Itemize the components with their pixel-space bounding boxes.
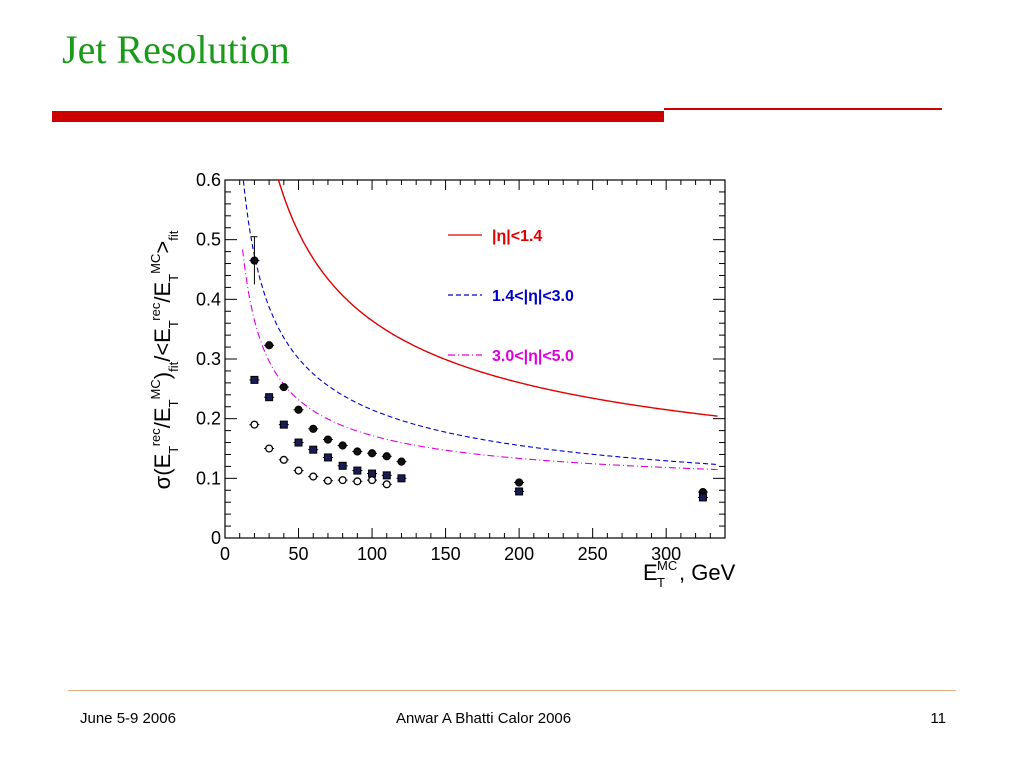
title-underline-bar — [52, 111, 664, 122]
data-point-series-1 — [397, 457, 406, 466]
x-tick-label: 200 — [504, 544, 534, 564]
x-tick-label: 0 — [220, 544, 230, 564]
data-point-series-3 — [250, 420, 259, 429]
data-point-series-2 — [698, 493, 707, 502]
data-point-series-1 — [515, 478, 524, 487]
y-tick-label: 0.1 — [196, 468, 221, 488]
data-point-series-1 — [353, 447, 362, 456]
y-tick-label: 0.4 — [196, 289, 221, 309]
data-point-series-1 — [382, 452, 391, 461]
y-tick-label: 0.5 — [196, 230, 221, 250]
fit-curve-series-1 — [277, 180, 718, 417]
y-tick-label: 0 — [211, 528, 221, 548]
y-tick-label: 0.2 — [196, 409, 221, 429]
data-point-series-3 — [338, 476, 347, 485]
data-point-series-1 — [323, 435, 333, 444]
data-point-series-2 — [338, 461, 347, 470]
legend-label-series-2: 1.4<|η|<3.0 — [492, 288, 574, 305]
data-point-series-2 — [353, 466, 362, 475]
legend-label-series-1: |η|<1.4 — [492, 228, 542, 245]
data-point-series-3 — [323, 476, 332, 485]
y-axis-title: σ(ETrec/ETMC)fit/<ETrec/ETMC>fit — [148, 230, 181, 489]
footer-author: Anwar A Bhatti Calor 2006 — [396, 710, 572, 727]
x-tick-label: 150 — [431, 544, 461, 564]
svg-text:σ(ETrec/ETMC)fit/<ETrec/ETMC>f: σ(ETrec/ETMC)fit/<ETrec/ETMC>fit — [148, 230, 181, 489]
fit-curve-series-3 — [242, 249, 718, 471]
data-point-series-2 — [250, 375, 259, 384]
data-point-series-1 — [367, 449, 377, 458]
y-tick-label: 0.3 — [196, 349, 221, 369]
svg-text:E: E — [643, 560, 658, 585]
title-underline-thin — [664, 108, 942, 110]
svg-text:, GeV: , GeV — [679, 560, 736, 585]
slide-title: Jet Resolution — [62, 27, 290, 72]
data-point-series-1 — [338, 441, 347, 450]
data-point-series-1 — [279, 382, 288, 392]
data-point-series-3 — [294, 466, 303, 475]
footer-page-number: 11 — [930, 710, 946, 727]
x-tick-label: 100 — [357, 544, 387, 564]
data-point-series-3 — [309, 472, 318, 481]
data-point-series-2 — [397, 474, 406, 483]
data-point-series-2 — [309, 445, 318, 454]
legend-label-series-3: 3.0<|η|<5.0 — [492, 348, 574, 365]
data-point-series-1 — [294, 405, 303, 414]
data-point-series-1 — [309, 424, 318, 433]
data-point-series-2 — [294, 438, 303, 447]
data-point-series-3 — [353, 477, 362, 486]
data-point-series-1 — [265, 341, 274, 350]
x-tick-label: 300 — [651, 544, 681, 564]
y-tick-label: 0.6 — [196, 170, 221, 190]
fit-curve-series-2 — [242, 180, 718, 465]
data-point-series-2 — [265, 393, 274, 402]
data-point-series-2 — [279, 420, 288, 429]
jet-resolution-chart: σ(ETrec/ETMC)fit/<ETrec/ETMC>fit 0 50 100 1… — [148, 170, 736, 590]
data-point-series-2 — [368, 469, 377, 478]
x-axis-title: E MC T , GeV — [643, 558, 736, 590]
data-point-series-3 — [382, 480, 391, 489]
data-point-series-3 — [279, 455, 288, 464]
data-point-series-3 — [265, 444, 274, 453]
svg-text:T: T — [657, 575, 665, 590]
svg-text:MC: MC — [657, 558, 677, 573]
data-point-series-2 — [382, 471, 391, 480]
data-point-series-2 — [515, 487, 524, 496]
x-tick-label: 250 — [578, 544, 608, 564]
data-point-series-3 — [368, 476, 377, 485]
footer-divider — [68, 690, 956, 691]
x-tick-label: 50 — [289, 544, 309, 564]
data-point-series-2 — [323, 453, 332, 462]
footer-date: June 5-9 2006 — [80, 710, 176, 727]
